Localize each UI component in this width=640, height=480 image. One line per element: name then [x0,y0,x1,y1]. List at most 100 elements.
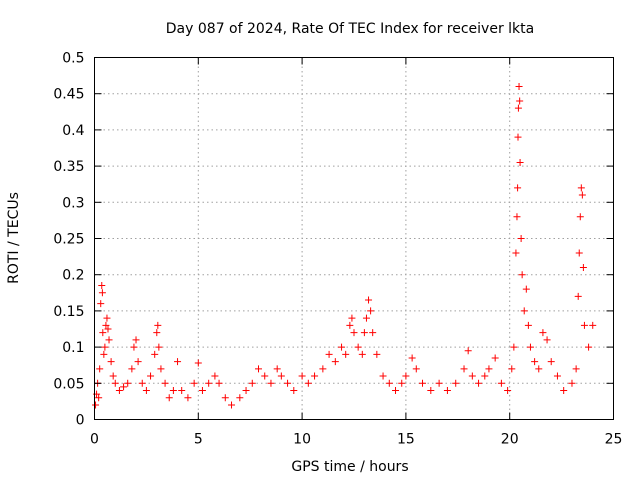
data-point [350,329,358,337]
data-point [535,365,543,373]
data-point [331,358,339,366]
y-axis-label: ROTI / TECUs [6,192,22,284]
data-point [365,296,373,304]
data-point [215,379,223,387]
data-point [98,282,106,290]
data-point [539,329,547,337]
data-point [105,336,113,344]
x-tick-label: 0 [90,432,99,448]
y-tick-label: 0.25 [53,232,84,248]
data-point [109,372,117,380]
x-tick-label: 15 [397,432,415,448]
data-point [572,365,580,373]
data-point [398,379,406,387]
data-point [419,379,427,387]
data-point [102,321,110,329]
x-tick-label: 5 [194,432,203,448]
data-point [475,379,483,387]
data-point [577,184,585,192]
data-point [553,372,561,380]
data-point [392,387,400,395]
data-point [522,285,530,293]
data-point [128,365,136,373]
data-point [104,325,112,333]
data-point [304,379,312,387]
data-point [408,354,416,362]
data-point [516,158,524,166]
data-point [560,387,568,395]
data-point [435,379,443,387]
data-point [504,387,512,395]
data-point [342,350,350,358]
data-point [138,379,146,387]
data-point [526,343,534,351]
data-point [111,379,119,387]
data-point [194,359,202,367]
data-point [157,365,165,373]
y-tick-label: 0.05 [53,376,84,392]
data-point [580,321,588,329]
y-tick-label: 0.45 [53,87,84,103]
y-tick-label: 0.1 [62,340,84,356]
data-point [267,379,275,387]
data-point [514,184,522,192]
data-point [134,358,142,366]
y-tick-label: 0.5 [62,51,84,67]
data-point [147,372,155,380]
y-tick-label: 0.35 [53,159,84,175]
data-point [174,358,182,366]
data-point [142,387,150,395]
data-point [385,379,393,387]
data-point [579,263,587,271]
data-point [236,394,244,402]
data-point [402,372,410,380]
x-axis-label: GPS time / hours [291,459,408,475]
data-point [178,387,186,395]
data-point [481,372,489,380]
data-point [101,343,109,351]
data-point [92,401,100,409]
data-point [100,350,108,358]
data-point [362,314,370,322]
data-point [211,372,219,380]
data-point [205,379,213,387]
data-point [338,343,346,351]
data-point [508,365,516,373]
data-point [190,379,198,387]
data-point [248,379,256,387]
data-point [568,379,576,387]
data-point [130,343,138,351]
data-point [514,104,522,112]
data-point [443,387,451,395]
data-point [512,249,520,257]
data-point [261,372,269,380]
data-point [460,365,468,373]
data-point [427,387,435,395]
data-point [290,387,298,395]
data-point [464,347,472,355]
data-point [513,213,521,221]
data-point [574,292,582,300]
x-tick-label: 20 [501,432,519,448]
data-point [319,365,327,373]
data-point [221,394,229,402]
y-tick-label: 0 [76,413,85,429]
data-point [242,387,250,395]
x-tick-label: 10 [293,432,311,448]
data-point [578,191,586,199]
data-point [98,289,106,297]
data-point [575,249,583,257]
data-point [311,372,319,380]
data-point [97,300,105,308]
data-point [161,379,169,387]
data-point [491,354,499,362]
data-point [184,394,192,402]
data-point [124,379,132,387]
data-point [99,329,107,337]
data-point [277,372,285,380]
data-point [273,365,281,373]
data-point [524,321,532,329]
data-points [92,82,597,409]
x-tick-label: 25 [605,432,623,448]
data-point [452,379,460,387]
